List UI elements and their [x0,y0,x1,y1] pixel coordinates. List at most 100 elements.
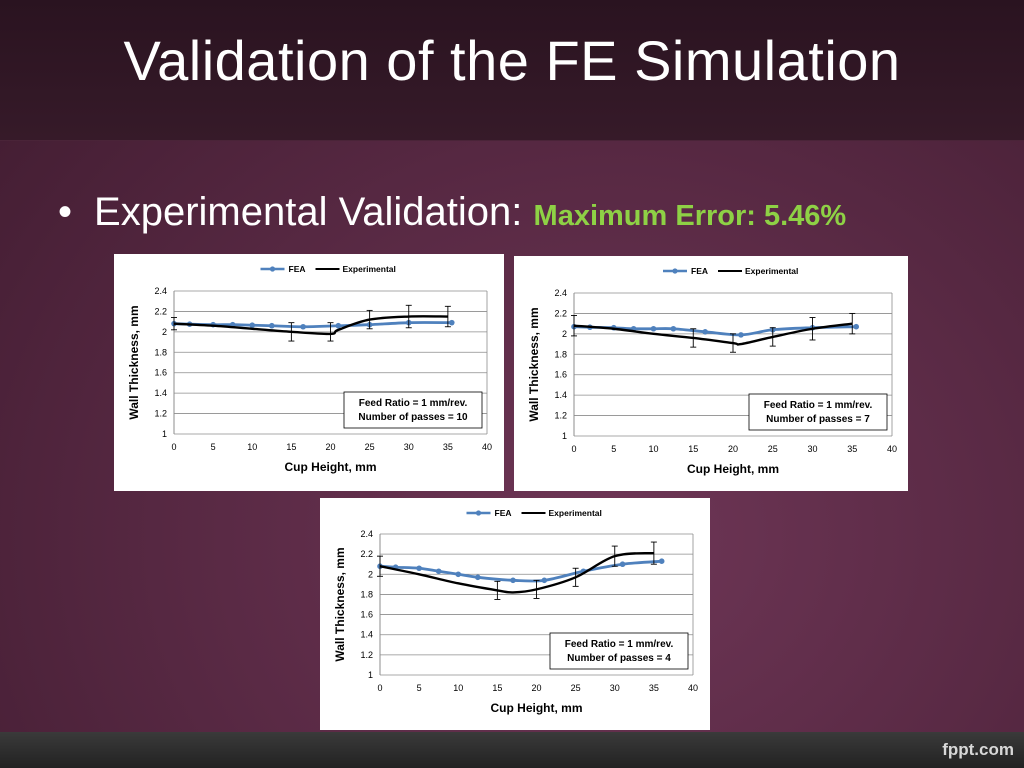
x-tick-label: 10 [648,444,658,454]
y-tick-label: 1 [562,431,567,441]
title-bar: Validation of the FE Simulation [0,0,1024,141]
legend-experimental-label: Experimental [745,266,798,276]
footer-bar: fppt.com [0,732,1024,768]
x-tick-label: 35 [847,444,857,454]
y-tick-label: 1 [162,429,167,439]
x-tick-label: 10 [247,442,257,452]
annotation-line: Number of passes = 10 [358,412,468,423]
y-tick-label: 2.4 [154,286,167,296]
fea-data-point [435,568,442,575]
x-tick-label: 40 [482,442,492,452]
annotation-line: Feed Ratio = 1 mm/rev. [359,398,468,409]
y-tick-label: 1.4 [154,388,167,398]
x-tick-label: 25 [768,444,778,454]
fea-data-point [619,561,626,568]
x-tick-label: 30 [404,442,414,452]
legend-experimental-label: Experimental [343,264,396,274]
fea-data-point [853,323,860,330]
x-axis-label: Cup Height, mm [491,701,583,715]
y-tick-label: 2.2 [554,308,567,318]
x-tick-label: 25 [365,442,375,452]
annotation-box [748,393,888,431]
y-axis-label: Wall Thickness, mm [333,547,347,661]
chart-svg-passes-10: 1 1.2 1.4 1.6 1.8 2 2.2 2.4 0 5 10 15 20 25 30 35 40 Cup … [127,264,492,474]
annotation-box [343,391,483,429]
experimental-series-line [379,551,654,594]
y-tick-label: 2.2 [154,306,167,316]
y-tick-label: 1.2 [154,409,167,419]
x-tick-label: 0 [571,444,576,454]
legend-fea-marker [672,268,678,274]
bullet-dot: • [58,190,73,234]
fea-data-point [541,577,548,584]
x-tick-label: 0 [171,442,176,452]
x-tick-label: 30 [807,444,817,454]
fea-data-point [658,558,665,564]
y-axis-label: Wall Thickness, mm [127,305,141,419]
y-tick-label: 2 [368,569,373,579]
y-tick-label: 1.8 [154,347,167,357]
x-tick-label: 5 [417,683,422,693]
y-tick-label: 1.8 [360,589,373,599]
annotation-box [549,632,689,670]
fea-data-point [269,322,275,329]
fea-data-point [738,332,744,338]
fea-data-point [335,322,342,329]
max-error-highlight: Maximum Error: 5.46% [533,200,847,232]
x-tick-label: 25 [571,683,581,693]
y-tick-label: 2.4 [360,529,373,539]
fea-series-line [379,559,662,583]
chart-svg-passes-4: 1 1.2 1.4 1.6 1.8 2 2.2 2.4 0 5 10 15 20 25 30 35 40 Cup … [333,508,698,715]
fea-data-point [702,329,708,335]
x-tick-label: 15 [492,683,502,693]
x-tick-label: 0 [377,683,382,693]
x-tick-label: 35 [649,683,659,693]
x-tick-label: 5 [611,444,616,454]
x-tick-label: 20 [325,442,335,452]
y-tick-label: 1.8 [554,349,567,359]
chart-svg-passes-7: 1 1.2 1.4 1.6 1.8 2 2.2 2.4 0 5 10 15 20 25 30 35 40 Cup … [527,266,897,476]
bullet-line: • Experimental Validation: Maximum Error:… [58,190,846,235]
y-tick-label: 1.6 [360,610,373,620]
fea-data-point [455,571,462,578]
y-tick-label: 1.6 [154,368,167,378]
y-tick-label: 2.4 [554,288,567,298]
y-tick-label: 1.2 [360,650,373,660]
x-tick-label: 10 [453,683,463,693]
x-tick-label: 15 [286,442,296,452]
y-tick-label: 2 [562,329,567,339]
annotation-line: Number of passes = 4 [567,653,671,664]
legend-experimental-label: Experimental [549,508,602,518]
x-tick-label: 30 [610,683,620,693]
fea-data-point [249,322,256,329]
chart-passes-7: 1 1.2 1.4 1.6 1.8 2 2.2 2.4 0 5 10 15 20 25 30 35 40 Cup … [514,256,908,491]
fea-data-point [650,325,657,332]
x-axis-label: Cup Height, mm [687,462,779,476]
footer-brand: fppt.com [942,740,1014,759]
x-tick-label: 20 [728,444,738,454]
chart-passes-4: 1 1.2 1.4 1.6 1.8 2 2.2 2.4 0 5 10 15 20 25 30 35 40 Cup … [320,498,710,730]
x-tick-label: 15 [688,444,698,454]
y-tick-label: 1 [368,670,373,680]
legend-fea-marker [269,266,276,272]
slide-title: Validation of the FE Simulation [123,29,901,92]
fea-data-point [416,565,422,572]
legend-fea-label: FEA [495,508,512,518]
legend-fea-marker [475,510,482,516]
annotation-line: Feed Ratio = 1 mm/rev. [764,400,873,411]
fea-data-point [448,319,455,326]
y-tick-label: 1.4 [360,630,373,640]
bullet-text: Experimental Validation: [94,190,523,234]
x-tick-label: 35 [443,442,453,452]
x-axis-label: Cup Height, mm [285,460,377,474]
y-tick-label: 1.2 [554,411,567,421]
x-tick-label: 40 [887,444,897,454]
y-tick-label: 1.4 [554,390,567,400]
x-tick-label: 20 [531,683,541,693]
fea-data-point [300,323,306,330]
fea-data-point [670,325,677,332]
experimental-series-line [173,315,448,336]
y-tick-label: 2.2 [360,549,373,559]
chart-passes-10: 1 1.2 1.4 1.6 1.8 2 2.2 2.4 0 5 10 15 20 25 30 35 40 Cup … [114,254,504,491]
y-axis-label: Wall Thickness, mm [527,307,541,421]
